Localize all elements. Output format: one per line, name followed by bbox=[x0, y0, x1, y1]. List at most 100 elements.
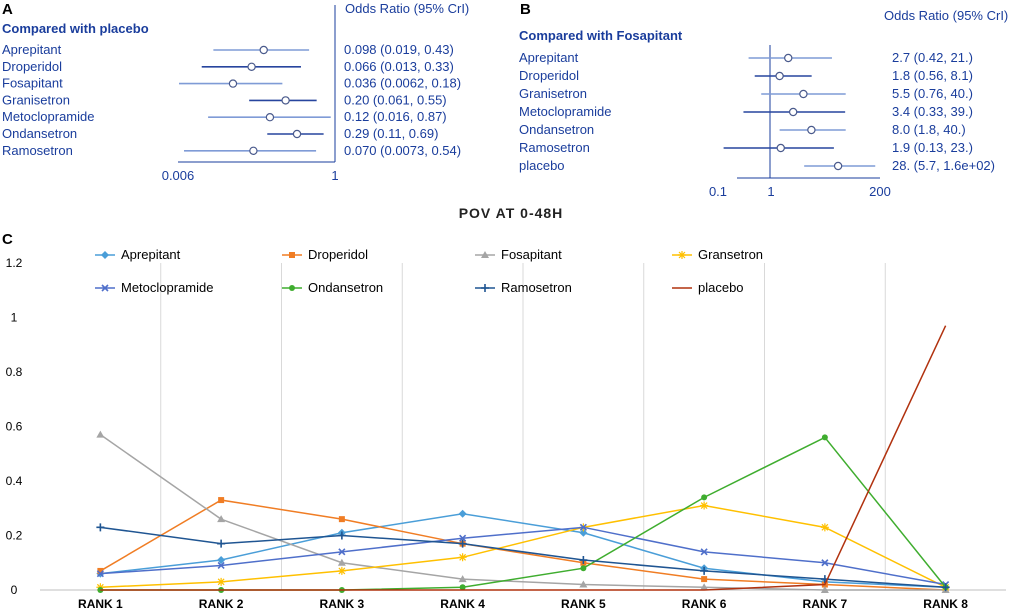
forest-estimate-marker bbox=[799, 89, 808, 99]
panel-b-heading: Compared with Fosapitant bbox=[519, 28, 683, 43]
data-point-marker bbox=[458, 539, 467, 548]
y-tick-label: 0 bbox=[11, 583, 18, 597]
y-tick-label: 0.6 bbox=[6, 420, 23, 434]
forest-estimate-marker bbox=[292, 129, 302, 139]
data-point-marker bbox=[820, 523, 829, 532]
data-point-marker bbox=[678, 251, 686, 259]
forest-row-label: Granisetron bbox=[2, 92, 70, 107]
panel-b-column-header: Odds Ratio (95% CrI) bbox=[884, 8, 1008, 23]
data-point-marker bbox=[337, 558, 346, 566]
data-point-marker bbox=[338, 548, 346, 556]
series-line bbox=[99, 434, 946, 591]
x-tick-label: RANK 8 bbox=[923, 597, 968, 611]
data-point-marker bbox=[96, 430, 105, 438]
forest-row-label: Ondansetron bbox=[519, 122, 594, 137]
data-point-marker bbox=[217, 556, 226, 565]
forest-row: Fosapitant 0.036 (0.0062, 0.18) bbox=[2, 76, 461, 91]
data-point-marker bbox=[101, 251, 109, 259]
y-tick-label: 0.8 bbox=[6, 365, 23, 379]
forest-ci-text: 28. (5.7, 1.6e+02) bbox=[892, 158, 995, 173]
panel-b-tick-one: 1 bbox=[767, 184, 774, 199]
forest-ci-text: 0.20 (0.061, 0.55) bbox=[344, 92, 447, 107]
legend-item: Fosapitant bbox=[475, 247, 562, 262]
forest-ci-text: 3.4 (0.33, 39.) bbox=[892, 104, 973, 119]
forest-row: placebo 28. (5.7, 1.6e+02) bbox=[519, 158, 995, 173]
data-point-marker bbox=[289, 252, 295, 258]
data-point-marker bbox=[579, 523, 587, 531]
data-point-marker bbox=[217, 539, 226, 548]
forest-estimate-marker bbox=[281, 96, 290, 105]
data-point-marker bbox=[701, 494, 708, 501]
legend-label: placebo bbox=[698, 280, 744, 295]
panel-b-rows: Aprepitant 2.7 (0.42, 21.) Droperidol 1.8 (… bbox=[519, 50, 995, 173]
forest-estimate-marker bbox=[833, 161, 843, 171]
data-point-marker bbox=[579, 528, 588, 537]
data-point-marker bbox=[96, 523, 105, 532]
forest-row-label: Droperidol bbox=[519, 68, 579, 83]
forest-row: Droperidol 1.8 (0.56, 8.1) bbox=[519, 68, 973, 83]
forest-ci-text: 0.070 (0.0073, 0.54) bbox=[344, 143, 461, 158]
forest-row-label: Metoclopramide bbox=[2, 109, 95, 124]
legend-item: Aprepitant bbox=[95, 247, 181, 262]
forest-ci-text: 5.5 (0.76, 40.) bbox=[892, 86, 973, 101]
chart-title: POV AT 0-48H bbox=[459, 205, 564, 221]
panel-a-tick-one: 1 bbox=[331, 168, 338, 183]
legend-label: Ramosetron bbox=[501, 280, 572, 295]
forest-estimate-marker bbox=[784, 53, 793, 63]
legend-label: Metoclopramide bbox=[121, 280, 214, 295]
data-point-marker bbox=[96, 570, 104, 578]
y-tick-label: 1 bbox=[11, 311, 18, 325]
panel-b-letter: B bbox=[520, 1, 531, 18]
forest-row-label: Ramosetron bbox=[519, 140, 590, 155]
legend-item: Metoclopramide bbox=[95, 280, 214, 295]
forest-ci-text: 0.29 (0.11, 0.69) bbox=[344, 126, 438, 141]
series-metoclopramide bbox=[96, 523, 950, 589]
x-tick-label: RANK 3 bbox=[320, 597, 365, 611]
forest-row-label: Granisetron bbox=[519, 86, 587, 101]
forest-row: Aprepitant 2.7 (0.42, 21.) bbox=[519, 50, 973, 65]
data-point-marker bbox=[481, 284, 489, 292]
forest-estimate-marker bbox=[259, 45, 268, 55]
data-point-marker bbox=[821, 434, 828, 441]
forest-ci-text: 0.12 (0.016, 0.87) bbox=[344, 109, 447, 124]
data-point-marker bbox=[700, 501, 709, 510]
data-point-marker bbox=[701, 576, 708, 583]
forest-row: Metoclopramide 3.4 (0.33, 39.) bbox=[519, 104, 973, 119]
data-point-marker bbox=[217, 577, 226, 586]
series-line bbox=[100, 325, 947, 591]
data-point-marker bbox=[458, 509, 467, 518]
panel-a-column-header: Odds Ratio (95% CrI) bbox=[345, 1, 469, 16]
forest-estimate-marker bbox=[249, 146, 258, 155]
x-tick-label: RANK 5 bbox=[561, 597, 606, 611]
x-tick-label: RANK 4 bbox=[440, 597, 485, 611]
forest-row: Droperidol 0.066 (0.013, 0.33) bbox=[2, 59, 454, 74]
legend-label: Gransetron bbox=[698, 247, 763, 262]
forest-row-label: Aprepitant bbox=[519, 50, 579, 65]
forest-row: Ramosetron 1.9 (0.13, 23.) bbox=[519, 140, 973, 155]
data-point-marker bbox=[700, 583, 709, 591]
data-point-marker bbox=[337, 531, 346, 540]
legend-item: Ondansetron bbox=[282, 280, 383, 295]
forest-row-label: Ramosetron bbox=[2, 143, 73, 158]
forest-ci-text: 1.8 (0.56, 8.1) bbox=[892, 68, 973, 83]
forest-ci-text: 8.0 (1.8, 40.) bbox=[892, 122, 966, 137]
panel-a-heading: Compared with placebo bbox=[2, 21, 149, 36]
panel-a-rows: Aprepitant 0.098 (0.019, 0.43) Droperidol 0… bbox=[2, 42, 461, 158]
x-tick-label: RANK 2 bbox=[199, 597, 244, 611]
data-point-marker bbox=[458, 575, 467, 583]
legend-item: Ramosetron bbox=[475, 280, 572, 295]
x-tick-label: RANK 7 bbox=[803, 597, 848, 611]
panel-c-letter: C bbox=[2, 231, 13, 248]
y-tick-label: 1.2 bbox=[6, 256, 23, 270]
panel-b-tick-low: 0.1 bbox=[709, 184, 727, 199]
forest-estimate-marker bbox=[788, 107, 798, 117]
panel-b-tick-high: 200 bbox=[869, 184, 891, 199]
legend-item: Gransetron bbox=[672, 247, 763, 262]
data-point-marker bbox=[481, 251, 489, 258]
series-line bbox=[100, 512, 946, 589]
legend-label: Ondansetron bbox=[308, 280, 383, 295]
data-point-marker bbox=[820, 586, 829, 593]
y-tick-label: 0.4 bbox=[6, 474, 23, 488]
legend-item: placebo bbox=[672, 280, 744, 295]
